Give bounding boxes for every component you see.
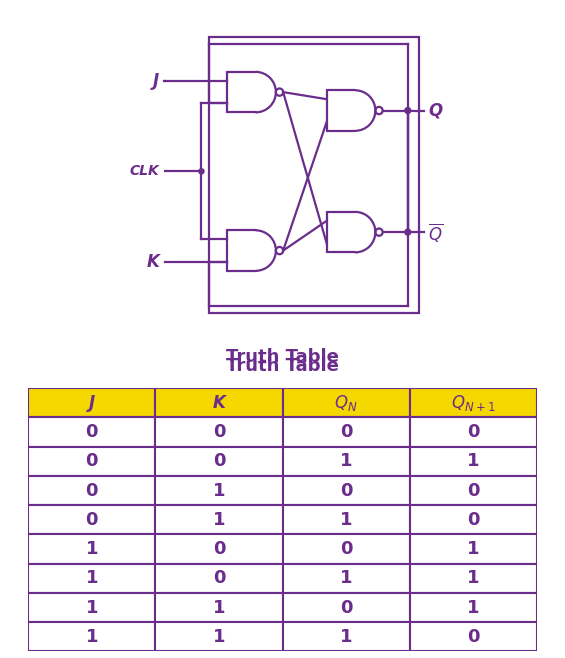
Text: Q: Q (428, 101, 442, 120)
Text: 0: 0 (212, 569, 225, 588)
Text: 1: 1 (467, 569, 480, 588)
Text: 0: 0 (212, 452, 225, 470)
Bar (28, 593, 155, 622)
Bar (410, 476, 537, 505)
Bar (282, 622, 410, 651)
Text: 1: 1 (340, 569, 353, 588)
Text: 0: 0 (467, 511, 480, 529)
Text: 0: 0 (467, 482, 480, 499)
Bar (282, 593, 410, 622)
Text: Truth Table: Truth Table (226, 357, 339, 375)
Bar (155, 388, 282, 417)
Text: 0: 0 (85, 423, 98, 441)
Bar (410, 388, 537, 417)
Text: 0: 0 (85, 452, 98, 470)
Bar (410, 622, 537, 651)
Bar (155, 593, 282, 622)
Bar (28, 417, 155, 447)
Text: 1: 1 (340, 452, 353, 470)
Text: CLK: CLK (129, 164, 159, 178)
Text: 1: 1 (340, 628, 353, 645)
Text: 1: 1 (85, 540, 98, 558)
Bar (410, 593, 537, 622)
Text: 1: 1 (85, 569, 98, 588)
Text: 1: 1 (340, 511, 353, 529)
Bar (155, 534, 282, 564)
Text: J: J (153, 72, 159, 89)
Text: 1: 1 (212, 482, 225, 499)
Text: 0: 0 (85, 511, 98, 529)
Text: Truth Table: Truth Table (226, 349, 339, 367)
Text: 1: 1 (212, 599, 225, 617)
Circle shape (405, 229, 411, 235)
Bar (410, 447, 537, 476)
Bar (410, 564, 537, 593)
Text: 0: 0 (212, 540, 225, 558)
Text: 1: 1 (85, 628, 98, 645)
Text: 1: 1 (467, 599, 480, 617)
Bar (28, 447, 155, 476)
Bar (155, 417, 282, 447)
Text: J: J (89, 394, 95, 412)
Circle shape (199, 168, 204, 174)
Bar (28, 505, 155, 534)
Bar (282, 388, 410, 417)
Text: 1: 1 (212, 628, 225, 645)
Bar (282, 476, 410, 505)
Text: $Q_N$: $Q_N$ (334, 393, 358, 413)
Text: 0: 0 (340, 423, 353, 441)
Text: 1: 1 (212, 511, 225, 529)
Bar (28, 622, 155, 651)
Bar (155, 622, 282, 651)
Bar (282, 447, 410, 476)
Bar (28, 476, 155, 505)
Text: 1: 1 (85, 599, 98, 617)
Bar (282, 534, 410, 564)
Bar (282, 417, 410, 447)
Text: 0: 0 (467, 628, 480, 645)
Text: K: K (146, 253, 159, 271)
Text: $Q_{N+1}$: $Q_{N+1}$ (451, 393, 496, 413)
Bar (410, 534, 537, 564)
Bar (209, 37, 419, 313)
Bar (155, 564, 282, 593)
Bar (28, 564, 155, 593)
Bar (282, 505, 410, 534)
Text: 1: 1 (467, 540, 480, 558)
Bar (155, 476, 282, 505)
Text: 0: 0 (85, 482, 98, 499)
Bar (28, 534, 155, 564)
Bar (410, 417, 537, 447)
Bar (155, 447, 282, 476)
Text: $\overline{Q}$: $\overline{Q}$ (428, 220, 443, 243)
Text: 0: 0 (340, 482, 353, 499)
Text: 1: 1 (467, 452, 480, 470)
Bar (28, 388, 155, 417)
Text: 0: 0 (340, 599, 353, 617)
Text: 0: 0 (340, 540, 353, 558)
Text: K: K (212, 394, 225, 412)
Circle shape (405, 108, 411, 113)
Bar (282, 564, 410, 593)
Bar (410, 505, 537, 534)
Text: 0: 0 (212, 423, 225, 441)
Bar (155, 505, 282, 534)
Text: 0: 0 (467, 423, 480, 441)
